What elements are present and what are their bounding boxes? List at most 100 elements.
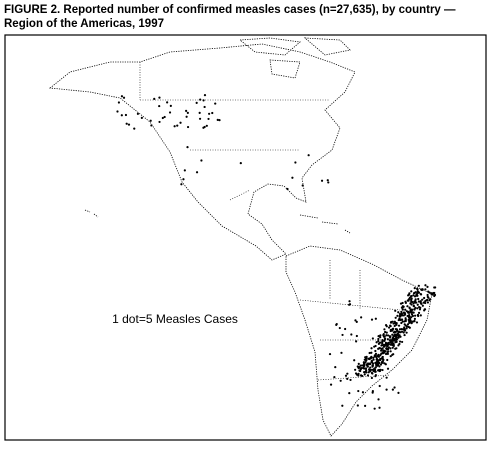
case-dot [400,321,403,325]
case-dot [414,301,417,304]
case-dot [403,333,406,337]
case-dot [384,363,387,366]
case-dot [394,340,397,344]
case-dot [403,311,406,315]
case-dot [372,356,375,359]
case-dot [294,161,297,164]
title-line: Region of the Americas, 1997 [4,18,164,30]
case-dot [195,101,198,104]
case-dot [426,285,429,289]
case-dot [358,369,361,372]
caribbean [299,214,351,234]
case-dot [400,328,403,331]
case-dot [378,384,381,388]
case-dot [394,335,398,338]
case-dot [401,314,404,317]
case-dot [394,322,397,325]
case-dot [186,111,189,114]
case-dot [356,373,359,376]
case-dot [183,169,186,172]
case-dot [377,359,380,362]
case-dot [387,326,391,329]
case-dot [412,311,415,314]
case-dot [291,176,294,179]
case-dot [182,178,185,181]
case-dot [382,358,385,361]
case-dot [391,333,394,336]
case-dot [365,355,368,358]
case-dot [373,407,376,410]
case-dot [424,284,427,287]
case-dot [386,350,390,353]
case-dot [398,340,402,343]
case-dot [379,336,382,339]
case-dot [386,358,389,362]
case-dot [179,121,182,124]
case-dot [149,119,152,122]
case-dot [355,340,358,343]
case-dot [361,364,364,367]
case-dot [374,317,377,320]
case-dot [356,404,359,407]
case-dot [301,184,304,187]
case-dot [381,343,384,347]
case-dot [173,125,176,128]
case-dot [426,298,429,302]
case-dot [169,104,172,107]
case-dot [124,113,128,117]
case-dot [404,319,407,323]
case-dot [360,366,363,370]
case-dot [348,391,351,395]
case-dot [389,324,392,327]
case-dot [359,374,363,377]
case-dot [354,319,357,322]
case-dot [399,302,403,305]
case-dot [421,288,424,291]
case-dot [377,347,380,350]
case-dot [339,379,342,382]
case-dot [354,372,358,375]
case-dot [434,286,437,289]
case-dot [397,333,400,337]
case-dot [125,122,128,125]
case-dot [433,291,436,295]
case-dot [417,314,420,318]
case-dot [344,374,348,377]
case-dot [364,404,367,407]
case-dot [412,292,416,295]
case-dot [397,335,400,338]
case-dot [389,347,392,350]
case-dot [391,346,394,349]
case-dot [386,334,390,337]
case-dot [356,365,359,368]
case-dot [383,339,386,342]
case-dot [391,320,394,323]
case-dot [394,338,398,342]
case-dot [416,292,419,295]
case-dot [417,311,421,314]
case-dot [176,124,179,127]
case-dot [370,376,373,380]
case-dot [408,307,411,310]
case-dot [363,358,366,361]
case-dot [386,352,389,356]
case-dot [403,329,407,332]
case-dot [385,325,388,328]
case-dot [341,333,344,337]
case-dot [372,358,375,361]
case-dot [407,299,410,302]
case-dot [397,324,401,327]
case-dot [202,99,205,102]
case-dot [371,372,374,375]
case-dot [413,287,416,290]
case-dot [406,323,410,326]
case-dot [393,337,396,340]
case-dot [385,334,388,337]
case-dot [370,351,373,354]
case-dot [411,300,414,304]
case-dot [420,293,423,296]
case-dot [410,313,414,316]
case-dot [404,308,407,311]
case-dot [200,159,203,162]
case-dot [400,312,403,315]
